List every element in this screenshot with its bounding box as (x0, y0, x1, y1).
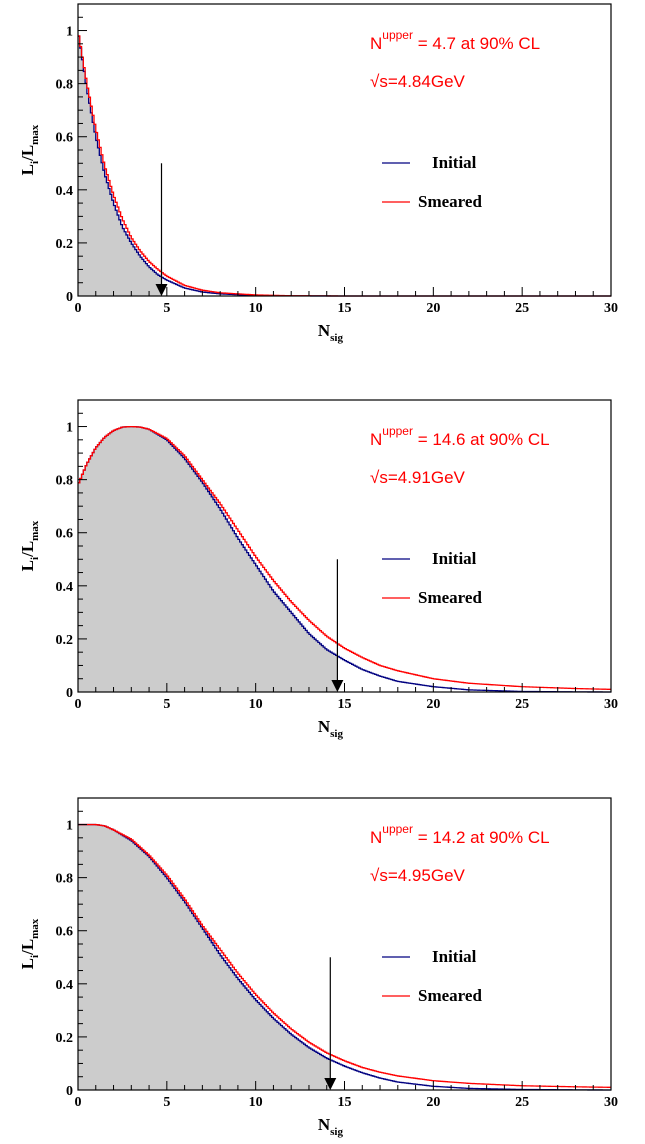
legend-label-smeared: Smeared (418, 192, 482, 211)
x-tick-label: 5 (163, 1095, 170, 1110)
x-tick-label: 25 (515, 301, 529, 316)
shaded-region (78, 30, 162, 297)
y-axis-title: Li/Lmax (18, 124, 41, 175)
x-tick-label: 30 (604, 697, 618, 712)
y-tick-label: 1 (66, 25, 73, 40)
x-tick-label: 20 (426, 301, 440, 316)
energy-label: √s=4.91GeV (370, 468, 466, 487)
series-line-initial (78, 425, 611, 693)
y-tick-label: 0.8 (56, 474, 74, 489)
x-tick-label: 30 (604, 1095, 618, 1110)
y-tick-label: 0.4 (56, 184, 74, 199)
upper-limit-annotation: Nupper = 4.7 at 90% CL (370, 28, 540, 53)
x-tick-label: 30 (604, 301, 618, 316)
y-axis-title: Li/Lmax (18, 520, 41, 571)
x-tick-label: 0 (75, 697, 82, 712)
x-tick-label: 0 (75, 1095, 82, 1110)
x-axis-title: Nsig (318, 717, 344, 740)
x-axis-title: Nsig (318, 321, 344, 344)
x-tick-label: 20 (426, 697, 440, 712)
y-tick-label: 0.6 (56, 131, 74, 146)
chart-panel-1: 0 5 10 15 20 25 30 0 0.2 0.4 0.6 0.8 1 Nsig Li/Lmax Nup… (18, 3, 618, 344)
series-line-smeared (78, 823, 611, 1088)
upper-limit-annotation: Nupper = 14.2 at 90% CL (370, 822, 550, 847)
y-tick-label: 0.2 (56, 633, 74, 648)
x-tick-label: 25 (515, 1095, 529, 1110)
y-tick-label: 0 (66, 1084, 73, 1099)
shaded-region (78, 426, 338, 692)
legend-label-smeared: Smeared (418, 986, 482, 1005)
y-tick-label: 0 (66, 686, 73, 701)
y-tick-label: 0.2 (56, 237, 74, 252)
x-tick-label: 5 (163, 301, 170, 316)
series-line-initial (78, 35, 611, 297)
x-tick-label: 10 (249, 301, 263, 316)
energy-label: √s=4.95GeV (370, 866, 466, 885)
x-tick-label: 5 (163, 697, 170, 712)
series-line-smeared (78, 35, 611, 297)
legend-label-initial: Initial (432, 153, 477, 172)
shaded-region (78, 824, 331, 1090)
legend-label-smeared: Smeared (418, 588, 482, 607)
x-tick-label: 15 (338, 697, 352, 712)
upper-limit-arrowhead (324, 1078, 337, 1090)
legend-label-initial: Initial (432, 549, 477, 568)
y-tick-label: 0.6 (56, 527, 74, 542)
x-tick-label: 10 (249, 697, 263, 712)
y-tick-label: 0.8 (56, 78, 74, 93)
chart-panel-2: 0 5 10 15 20 25 30 0 0.2 0.4 0.6 0.8 1 Nsig Li/Lmax Nup… (18, 399, 618, 740)
y-tick-label: 0 (66, 290, 73, 305)
upper-limit-arrowhead (155, 284, 168, 296)
y-axis-title: Li/Lmax (18, 918, 41, 969)
x-axis-title: Nsig (318, 1115, 344, 1138)
x-tick-label: 10 (249, 1095, 263, 1110)
y-tick-label: 0.4 (56, 580, 74, 595)
y-tick-label: 1 (66, 421, 73, 436)
y-tick-label: 0.4 (56, 978, 74, 993)
legend-label-initial: Initial (432, 947, 477, 966)
upper-limit-arrowhead (331, 680, 344, 692)
y-tick-label: 0.2 (56, 1031, 74, 1046)
y-tick-label: 0.6 (56, 925, 74, 940)
energy-label: √s=4.84GeV (370, 72, 466, 91)
chart-panel-3: 0 5 10 15 20 25 30 0 0.2 0.4 0.6 0.8 1 Nsig Li/Lmax Nup… (18, 797, 618, 1138)
x-tick-label: 15 (338, 301, 352, 316)
x-tick-label: 20 (426, 1095, 440, 1110)
x-tick-label: 0 (75, 301, 82, 316)
x-tick-label: 15 (338, 1095, 352, 1110)
y-tick-label: 1 (66, 819, 73, 834)
y-tick-label: 0.8 (56, 872, 74, 887)
upper-limit-annotation: Nupper = 14.6 at 90% CL (370, 424, 550, 449)
x-tick-label: 25 (515, 697, 529, 712)
